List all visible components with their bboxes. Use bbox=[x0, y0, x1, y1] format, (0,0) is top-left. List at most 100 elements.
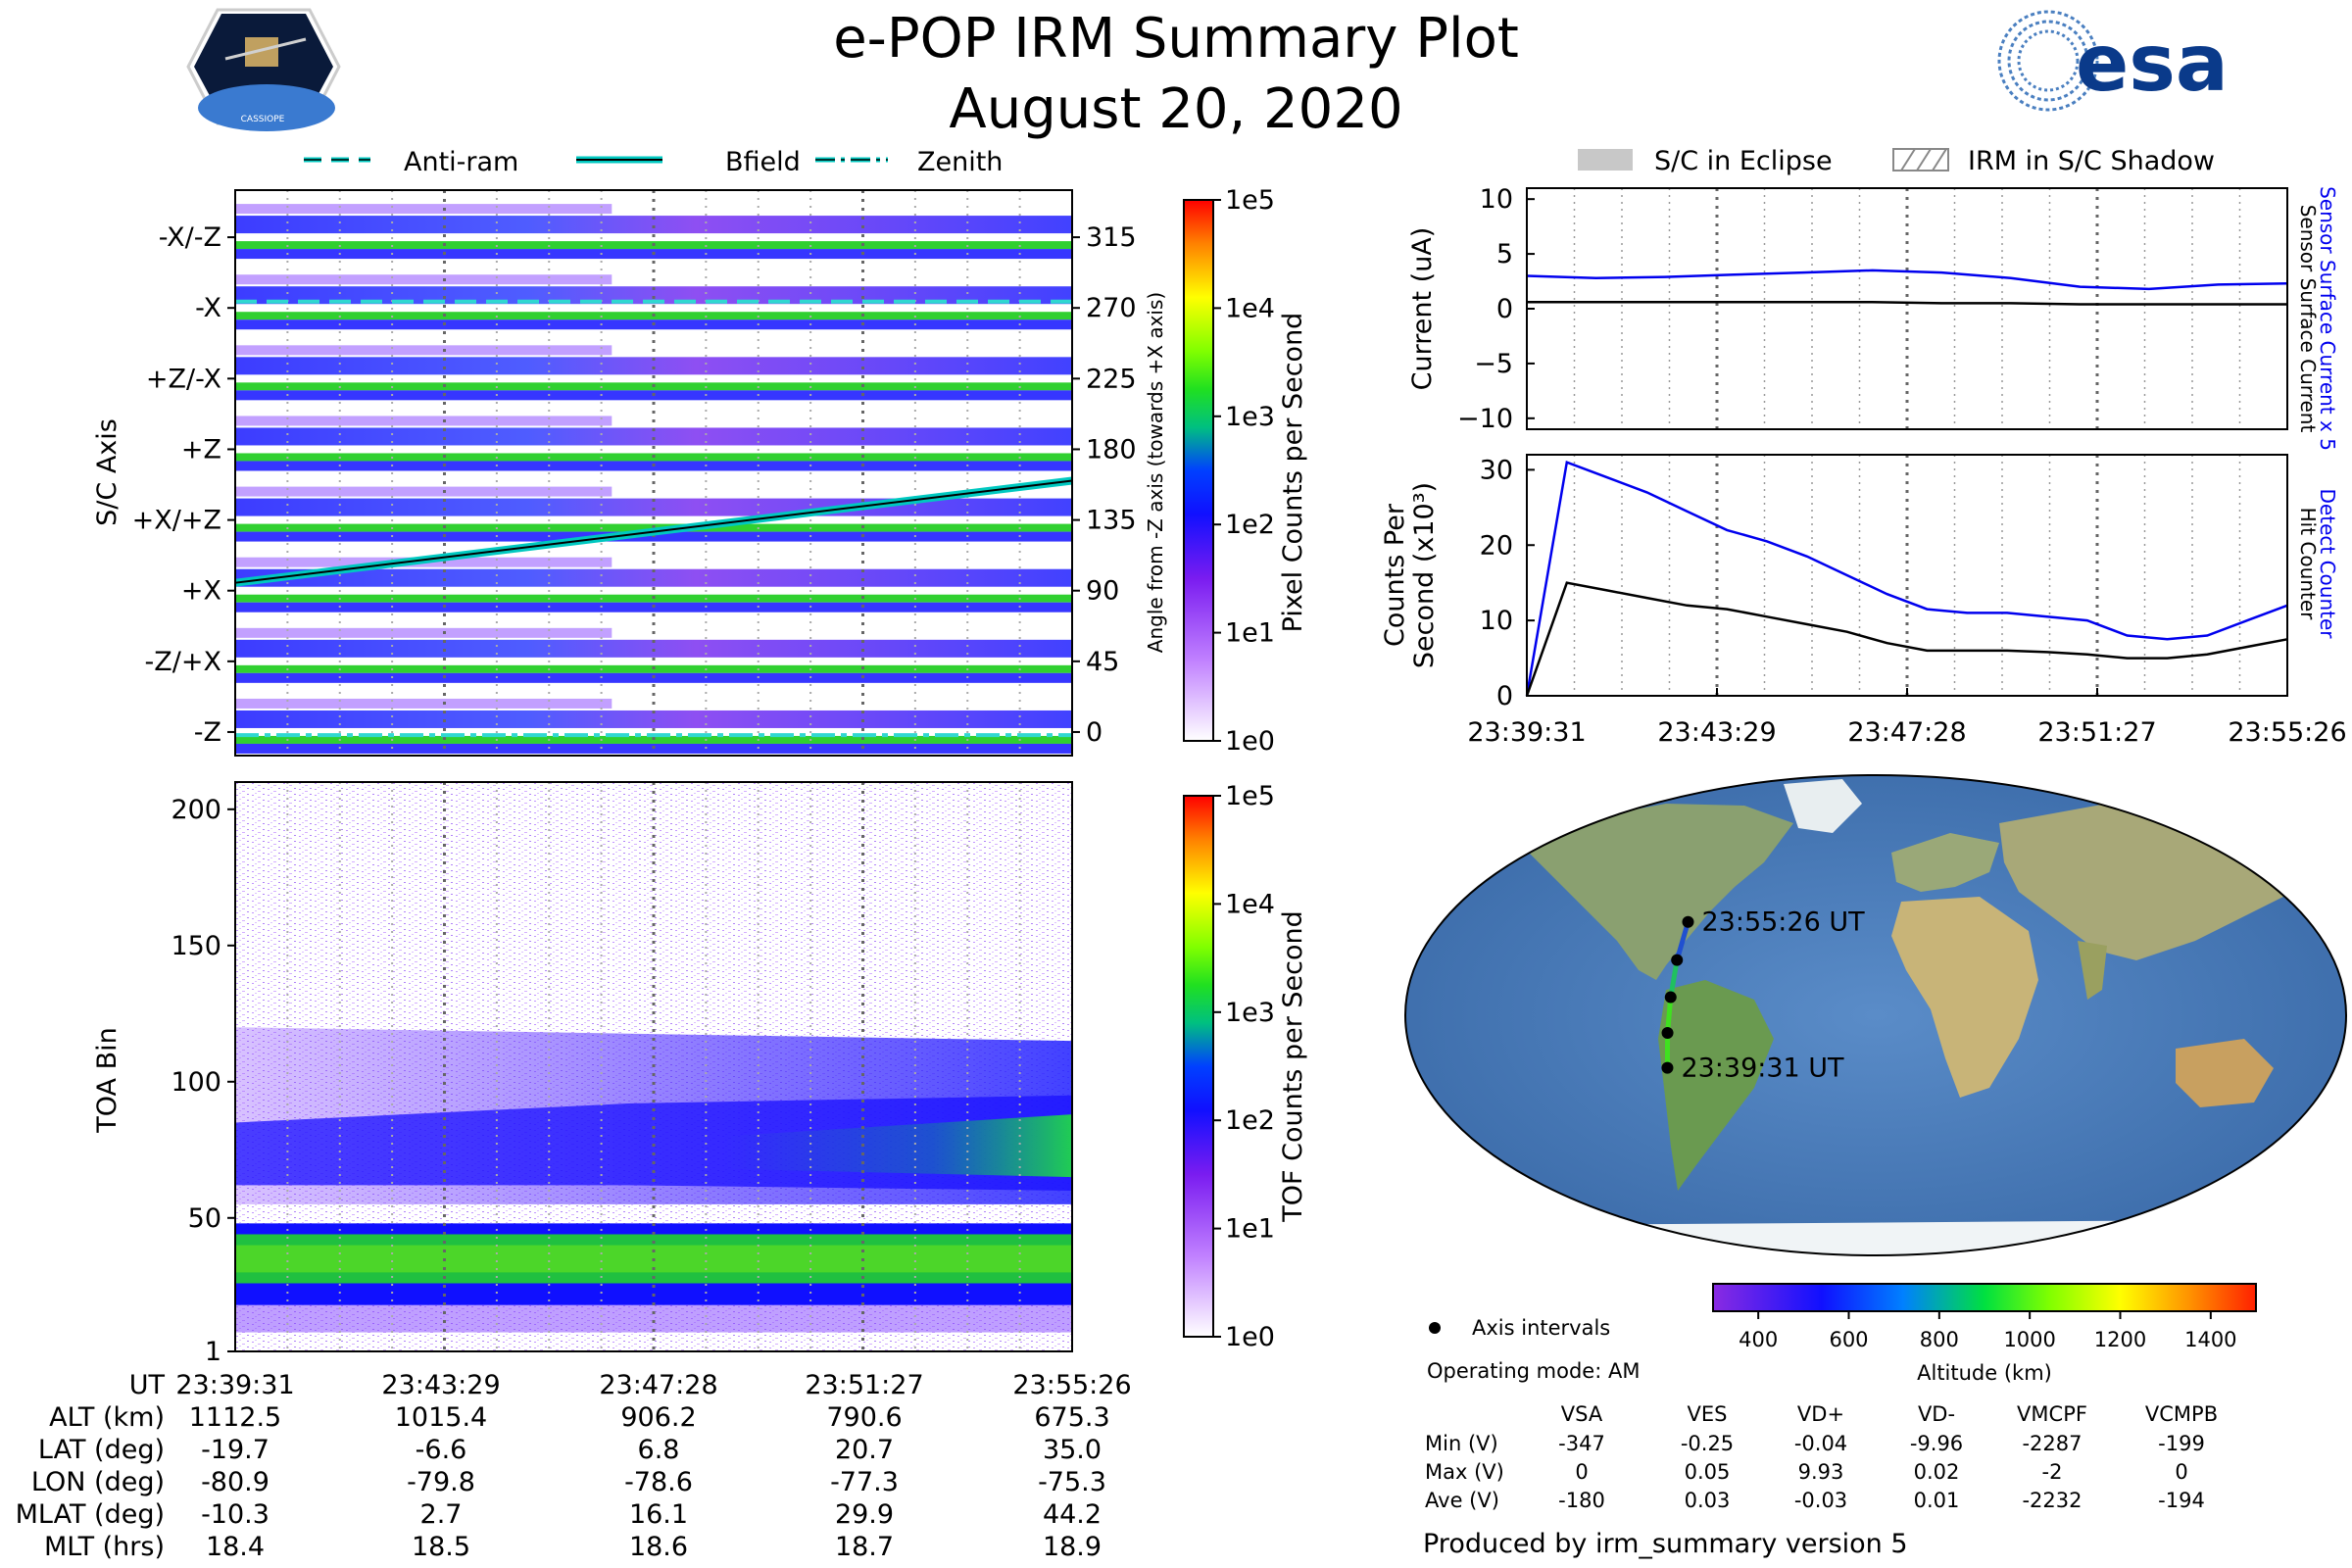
voltage-cell: -2287 bbox=[2022, 1432, 2082, 1455]
pixel-ytick-label: -Z bbox=[194, 717, 221, 748]
world-map: 23:55:26 UT 23:39:31 UT bbox=[1404, 774, 2347, 1256]
series-line bbox=[1525, 581, 2288, 697]
pixel-ytick-label: +Z/-X bbox=[146, 364, 221, 394]
counts-xtick-label: 23:43:29 bbox=[1657, 717, 1776, 748]
altitude-tick-label: 1400 bbox=[2184, 1328, 2236, 1351]
current-right-label-blue: Sensor Surface Current x 5 bbox=[2316, 186, 2339, 451]
legend-zenith: Zenith bbox=[917, 147, 1003, 177]
esa-logo: esa bbox=[1997, 10, 2229, 112]
pixel-sector-fringe bbox=[235, 486, 612, 497]
colorbar-tick-label: 1e4 bbox=[1225, 889, 1275, 919]
voltage-row-label: Ave (V) bbox=[1425, 1489, 1499, 1512]
ephemeris-cell: 23:39:31 bbox=[175, 1370, 294, 1400]
colorbar-tick-label: 1e2 bbox=[1225, 510, 1275, 540]
current-right-label-black: Sensor Surface Current bbox=[2296, 205, 2320, 433]
bfield-line-core bbox=[234, 479, 1073, 584]
ytick-label: 10 bbox=[1480, 606, 1513, 636]
legend-eclipse: S/C in Eclipse bbox=[1654, 146, 1833, 176]
series-line bbox=[1525, 460, 2288, 697]
counts-xtick-label: 23:51:27 bbox=[2037, 717, 2156, 748]
pixel-sector-band bbox=[235, 710, 1072, 728]
ephemeris-cell: 18.7 bbox=[835, 1532, 894, 1562]
pixel-colorbar-label: Pixel Counts per Second bbox=[1278, 313, 1308, 633]
toa-colorbar-label: TOF Counts per Second bbox=[1278, 910, 1308, 1223]
pixel-sector-fringe bbox=[235, 416, 612, 426]
pixel-colorbar: 1e5 1e4 1e3 1e2 1e1 1e0 Pixel Counts per Seco… bbox=[1183, 185, 1308, 757]
ephemeris-cell: 23:43:29 bbox=[381, 1370, 500, 1400]
ytick-label: 30 bbox=[1480, 455, 1513, 485]
voltage-cell: 9.93 bbox=[1798, 1460, 1844, 1484]
ephemeris-cell: 1112.5 bbox=[189, 1402, 281, 1433]
pixel-right-tick-label: 180 bbox=[1086, 434, 1137, 465]
ephemeris-cell: 6.8 bbox=[638, 1435, 680, 1465]
altitude-tick-label: 600 bbox=[1829, 1328, 1868, 1351]
map-track-point bbox=[1682, 915, 1694, 928]
legend-anti-ram: Anti-ram bbox=[404, 147, 518, 177]
esa-logo-text: esa bbox=[2076, 18, 2229, 109]
ephemeris-cell: -78.6 bbox=[624, 1467, 693, 1497]
ephemeris-cell: 1015.4 bbox=[395, 1402, 487, 1433]
map-track-point bbox=[1664, 991, 1677, 1004]
voltage-col-header: VSA bbox=[1561, 1402, 1603, 1426]
pixel-ytick-label: +X/+Z bbox=[132, 506, 221, 536]
ephemeris-cell: 20.7 bbox=[835, 1435, 894, 1465]
legend-irm-shadow: IRM in S/C Shadow bbox=[1968, 146, 2215, 176]
colorbar-tick-label: 1e0 bbox=[1225, 1322, 1275, 1352]
legend-bfield: Bfield bbox=[725, 147, 801, 177]
pixel-sector-fringe bbox=[235, 204, 612, 215]
ephemeris-cell: 35.0 bbox=[1043, 1435, 1102, 1465]
toa-ytick-label: 150 bbox=[171, 931, 221, 961]
toa-ytick-label: 200 bbox=[171, 795, 221, 825]
pixel-sector-band bbox=[235, 357, 1072, 375]
map-track-segment bbox=[1668, 959, 1680, 998]
ephemeris-cell: 18.4 bbox=[206, 1532, 265, 1562]
counts-xtick-label: 23:39:31 bbox=[1467, 717, 1586, 748]
ephemeris-row-label: LON (deg) bbox=[31, 1467, 165, 1497]
pixel-right-tick-label: 45 bbox=[1086, 647, 1119, 677]
axis-interval-marker bbox=[1429, 1322, 1441, 1334]
voltage-col-header: VES bbox=[1688, 1402, 1728, 1426]
voltage-row-label: Max (V) bbox=[1425, 1460, 1504, 1484]
colorbar-tick-label: 1e5 bbox=[1225, 781, 1275, 811]
ephemeris-cell: -75.3 bbox=[1038, 1467, 1106, 1497]
voltage-cell: -9.96 bbox=[1910, 1432, 1963, 1455]
plot-date: August 20, 2020 bbox=[949, 77, 1402, 141]
toa-ylabel: TOA Bin bbox=[92, 1027, 122, 1133]
ephemeris-cell: -19.7 bbox=[201, 1435, 270, 1465]
ephemeris-cell: -77.3 bbox=[830, 1467, 899, 1497]
ephemeris-cell: 790.6 bbox=[826, 1402, 902, 1433]
shadow-swatch bbox=[1892, 148, 1949, 172]
current-ylabel: Current (uA) bbox=[1407, 227, 1438, 391]
counts-xtick-label: 23:47:28 bbox=[1847, 717, 1966, 748]
ephemeris-cell: -79.8 bbox=[407, 1467, 475, 1497]
pixel-ylabel: S/C Axis bbox=[92, 418, 122, 526]
series-line bbox=[1526, 269, 2288, 291]
pixel-sector-band bbox=[235, 427, 1072, 446]
counts-ylabel-line1: Counts Per bbox=[1380, 503, 1410, 647]
produced-by: Produced by irm_summary version 5 bbox=[1423, 1529, 1908, 1559]
ephemeris-cell: 16.1 bbox=[629, 1499, 688, 1530]
series-line bbox=[1527, 301, 2287, 306]
ephemeris-cell: 29.9 bbox=[835, 1499, 894, 1530]
altitude-tick-label: 800 bbox=[1920, 1328, 1959, 1351]
ytick-label: 0 bbox=[1496, 294, 1513, 324]
ytick-label: −10 bbox=[1457, 404, 1513, 434]
toa-ytick-label: 1 bbox=[205, 1337, 221, 1367]
pixel-sector-fringe bbox=[235, 274, 612, 285]
voltage-cell: 0.05 bbox=[1685, 1460, 1731, 1484]
voltage-cell: 0.03 bbox=[1685, 1489, 1731, 1512]
pixel-right-ylabel: Angle from -Z axis (towards +X axis) bbox=[1144, 292, 1167, 653]
voltage-cell: -0.25 bbox=[1681, 1432, 1734, 1455]
pixel-ytick-label: +X bbox=[181, 576, 221, 607]
voltage-cell: -0.04 bbox=[1794, 1432, 1847, 1455]
altitude-colorbar-label: Altitude (km) bbox=[1917, 1361, 2052, 1385]
counts-right-label-black: Hit Counter bbox=[2296, 508, 2320, 620]
voltage-col-header: VMCPF bbox=[2017, 1402, 2087, 1426]
ephemeris-cell: 906.2 bbox=[620, 1402, 696, 1433]
counts-xtick-label: 23:55:26 bbox=[2228, 717, 2346, 748]
ephemeris-row-label: MLT (hrs) bbox=[44, 1532, 165, 1562]
counts-right-label-blue: Detect Counter bbox=[2316, 489, 2339, 640]
eclipse-swatch bbox=[1578, 149, 1633, 171]
ytick-label: 10 bbox=[1480, 184, 1513, 215]
